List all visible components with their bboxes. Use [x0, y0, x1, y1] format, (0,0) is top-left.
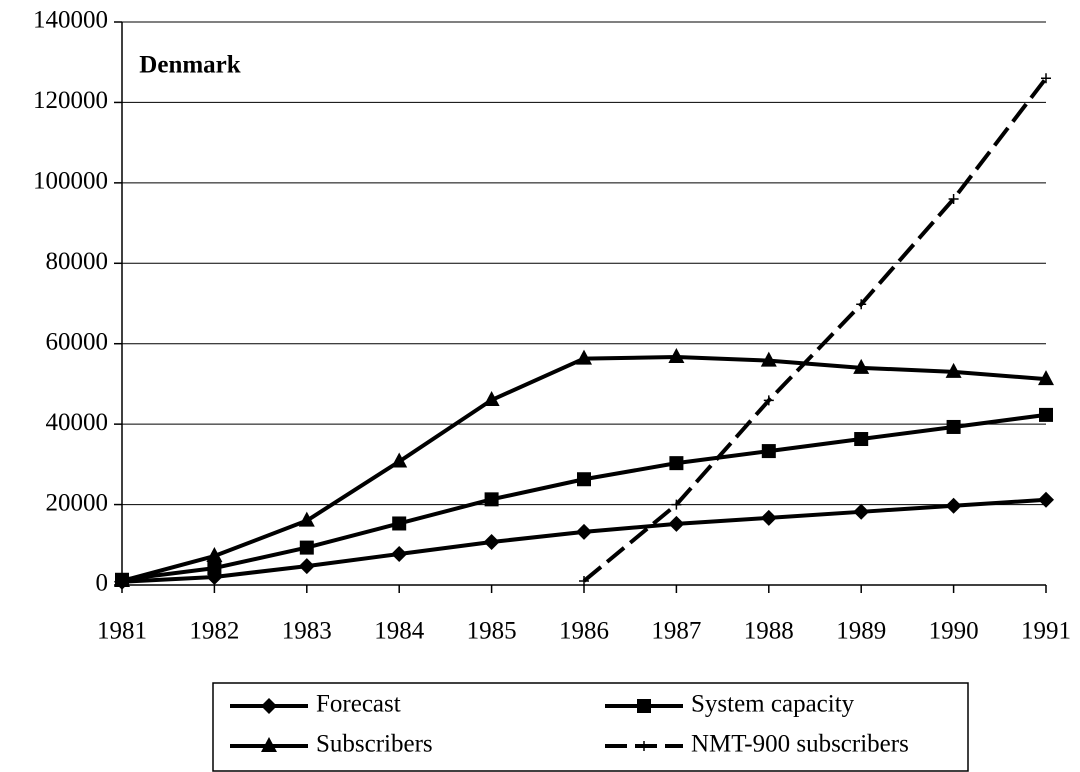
- marker: [391, 452, 408, 468]
- y-tick-label: 80000: [46, 248, 109, 275]
- marker: [391, 546, 408, 563]
- y-tick-label: 0: [96, 570, 109, 597]
- legend-label: NMT-900 subscribers: [691, 731, 909, 758]
- marker: [298, 511, 315, 527]
- marker: [760, 509, 777, 526]
- legend-label: Forecast: [316, 691, 401, 718]
- series-line: [121, 354, 1047, 583]
- marker: [668, 515, 685, 532]
- marker: [945, 362, 962, 378]
- marker: [669, 456, 684, 471]
- legend-label: System capacity: [691, 691, 855, 718]
- marker: [576, 523, 592, 540]
- marker: [299, 540, 314, 555]
- marker: [1038, 370, 1054, 386]
- x-tick-label: 1984: [374, 618, 425, 645]
- y-tick-label: 100000: [33, 168, 108, 195]
- series-line: [121, 497, 1047, 584]
- marker: [261, 737, 277, 752]
- marker: [853, 358, 870, 374]
- x-tick-label: 1982: [189, 618, 239, 645]
- legend-label: Subscribers: [316, 731, 433, 758]
- marker: [763, 395, 774, 406]
- marker: [392, 516, 407, 531]
- marker: [637, 699, 651, 713]
- y-tick-label: 140000: [33, 7, 108, 34]
- marker: [760, 351, 777, 367]
- y-tick-label: 60000: [46, 328, 109, 355]
- x-tick-label: 1991: [1021, 618, 1071, 645]
- marker: [671, 499, 682, 510]
- series-line: [121, 412, 1047, 582]
- x-tick-label: 1985: [467, 618, 517, 645]
- marker: [945, 497, 962, 514]
- marker: [1038, 491, 1054, 508]
- marker: [483, 391, 500, 407]
- marker: [853, 503, 870, 520]
- marker: [579, 575, 589, 586]
- marker: [298, 558, 315, 575]
- x-tick-label: 1981: [97, 618, 147, 645]
- x-tick-label: 1989: [836, 618, 886, 645]
- marker: [639, 741, 649, 751]
- marker: [856, 299, 867, 310]
- x-tick-label: 1987: [651, 618, 701, 645]
- x-tick-label: 1990: [929, 618, 979, 645]
- y-tick-label: 20000: [46, 489, 109, 516]
- marker: [946, 419, 961, 434]
- marker: [576, 349, 592, 365]
- marker: [483, 533, 500, 550]
- legend-box: [212, 682, 969, 772]
- marker: [206, 547, 223, 563]
- y-tick-label: 40000: [46, 409, 109, 436]
- marker: [1039, 407, 1053, 422]
- marker: [577, 472, 591, 487]
- marker: [114, 571, 130, 587]
- marker: [484, 492, 499, 507]
- series-line: [582, 77, 1048, 583]
- x-tick-label: 1983: [282, 618, 332, 645]
- marker: [761, 444, 776, 459]
- marker: [261, 698, 277, 714]
- marker: [854, 432, 869, 447]
- x-tick-label: 1986: [559, 618, 609, 645]
- chart-title: Denmark: [139, 52, 240, 79]
- y-tick-label: 120000: [33, 87, 108, 114]
- x-tick-label: 1988: [744, 618, 794, 645]
- marker: [1041, 73, 1051, 84]
- marker: [948, 193, 959, 204]
- marker: [207, 561, 222, 576]
- marker: [668, 347, 685, 363]
